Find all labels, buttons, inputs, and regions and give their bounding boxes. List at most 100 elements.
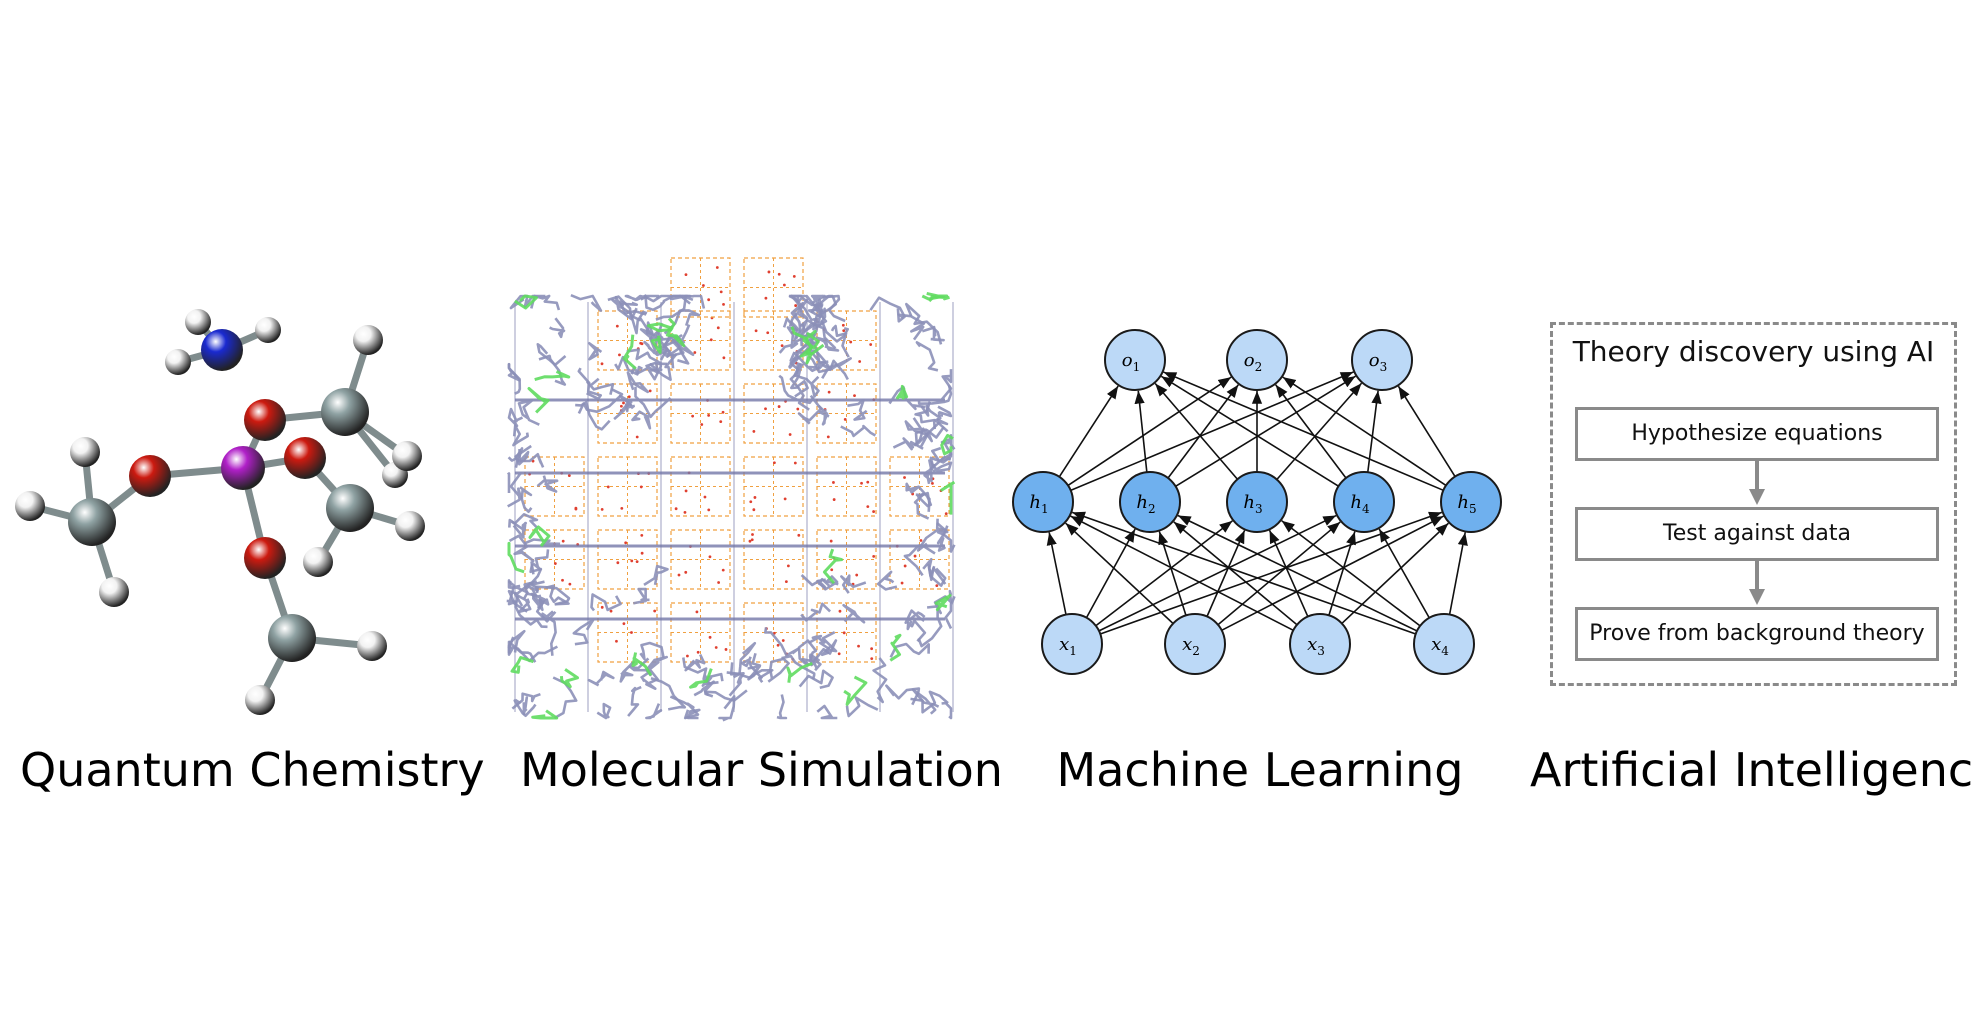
- molecular-simulation-figure: [505, 257, 956, 722]
- output-node: o1: [1104, 329, 1166, 391]
- output-node: o3: [1351, 329, 1413, 391]
- svg-text:x3: x3: [1307, 634, 1325, 658]
- framework-cell: [597, 456, 658, 517]
- framework-cell: [597, 602, 658, 663]
- svg-text:x4: x4: [1431, 634, 1449, 658]
- edge-arrow: [1134, 390, 1148, 473]
- oxygen-atom: [284, 437, 326, 479]
- svg-text:h1: h1: [1029, 492, 1048, 516]
- svg-text:h3: h3: [1243, 492, 1262, 516]
- carbon-atom: [268, 614, 316, 662]
- framework-cell: [743, 383, 804, 444]
- carbon-atom: [326, 484, 374, 532]
- framework-cell: [670, 383, 731, 444]
- neural-network-diagram: o1 o2 o3 h1 h2 h3 h4 h5 x1 x2 x3 x4: [1012, 329, 1502, 675]
- framework-cell: [670, 602, 731, 663]
- framework-cell: [816, 602, 877, 663]
- edge-arrow: [1328, 531, 1356, 616]
- edge-arrow: [1268, 530, 1309, 617]
- hydrogen-atom: [15, 491, 45, 521]
- edge-arrow: [1067, 376, 1232, 487]
- input-node: x4: [1413, 613, 1475, 675]
- edge-arrow: [1065, 522, 1174, 625]
- theory-discovery-title: Theory discovery using AI: [1572, 335, 1935, 368]
- input-node: x1: [1041, 613, 1103, 675]
- theory-discovery-box: Theory discovery using AI Hypothesize eq…: [1550, 322, 1957, 686]
- edge-arrow: [1281, 520, 1421, 627]
- hidden-node: h1: [1012, 471, 1074, 533]
- hydrogen-atom: [245, 685, 275, 715]
- edge-arrow: [1217, 521, 1341, 626]
- edge-arrow: [1206, 530, 1246, 617]
- simulation-snapshot: [506, 257, 956, 722]
- framework-cell: [670, 257, 731, 318]
- hydrogen-atom: [99, 577, 129, 607]
- phosphorus-atom: [221, 446, 265, 490]
- molecule-diagram: [15, 309, 425, 715]
- edge-arrow: [1276, 382, 1363, 481]
- hidden-node: h4: [1333, 471, 1395, 533]
- edge-arrow: [1341, 522, 1449, 625]
- edge-arrow: [1175, 375, 1356, 488]
- svg-text:h5: h5: [1457, 492, 1476, 516]
- nitrogen-atom: [201, 329, 243, 371]
- hydrogen-atom: [395, 511, 425, 541]
- edge-arrow: [1154, 382, 1239, 480]
- edge-arrow: [1046, 532, 1067, 615]
- quantum-chemistry-figure: [0, 300, 470, 740]
- carbon-atom: [321, 388, 369, 436]
- svg-text:o2: o2: [1244, 350, 1262, 374]
- edge-arrow: [1098, 514, 1337, 632]
- svg-text:h4: h4: [1350, 492, 1370, 516]
- edge-arrow: [1163, 371, 1444, 492]
- oxygen-atom: [244, 537, 286, 579]
- framework-cell: [743, 257, 804, 318]
- arrow-down-icon: [1749, 461, 1765, 505]
- connections: [1046, 371, 1468, 635]
- output-node: o2: [1226, 329, 1288, 391]
- hydrogen-atom: [255, 317, 281, 343]
- step-test: Test against data: [1575, 507, 1939, 561]
- hydrogen-atom: [70, 437, 100, 467]
- chain-bars: [514, 302, 954, 712]
- edge-arrow: [1071, 511, 1416, 635]
- framework-cell: [670, 456, 731, 517]
- oxygen-atom: [244, 399, 286, 441]
- step-prove: Prove from background theory: [1575, 607, 1939, 661]
- framework-grid: [524, 257, 950, 663]
- oxygen-atom: [129, 455, 171, 497]
- hidden-node: h5: [1440, 471, 1502, 533]
- framework-cell: [670, 529, 731, 590]
- svg-text:x1: x1: [1059, 634, 1077, 658]
- edge-arrow: [1221, 515, 1444, 631]
- step-hypothesize: Hypothesize equations: [1575, 407, 1939, 461]
- caption-molecular-simulation: Molecular Simulation: [520, 743, 1003, 797]
- input-node: x2: [1164, 613, 1226, 675]
- edge-arrow: [1085, 528, 1136, 619]
- hidden-node: h2: [1119, 471, 1181, 533]
- edge-arrow: [1448, 532, 1468, 615]
- caption-machine-learning: Machine Learning: [1056, 743, 1464, 797]
- framework-cell: [816, 456, 877, 517]
- hydrogen-atom: [165, 349, 191, 375]
- edge-arrow: [1378, 528, 1430, 619]
- edge-arrow: [1070, 515, 1294, 632]
- hydrogen-atom: [353, 325, 383, 355]
- edge-arrow: [1275, 384, 1347, 479]
- edge-arrow: [1397, 385, 1456, 478]
- edge-arrow: [1070, 371, 1354, 492]
- edge-arrow: [1058, 385, 1119, 478]
- edge-arrow: [1160, 375, 1339, 487]
- hydrogen-atom: [185, 309, 211, 335]
- polymer-chains: [506, 291, 956, 722]
- caption-quantum-chemistry: Quantum Chemistry: [20, 743, 485, 797]
- hydrogen-atom: [392, 441, 422, 471]
- framework-cell: [597, 529, 658, 590]
- svg-text:o3: o3: [1369, 350, 1387, 374]
- caption-artificial-intelligence: Artificial Intelligence: [1530, 743, 1974, 797]
- svg-text:h2: h2: [1136, 492, 1155, 516]
- edge-arrow: [1177, 514, 1418, 632]
- svg-text:o1: o1: [1122, 350, 1140, 374]
- hydrogen-atom: [357, 631, 387, 661]
- machine-learning-figure: o1 o2 o3 h1 h2 h3 h4 h5 x1 x2 x3 x4: [1000, 320, 1520, 690]
